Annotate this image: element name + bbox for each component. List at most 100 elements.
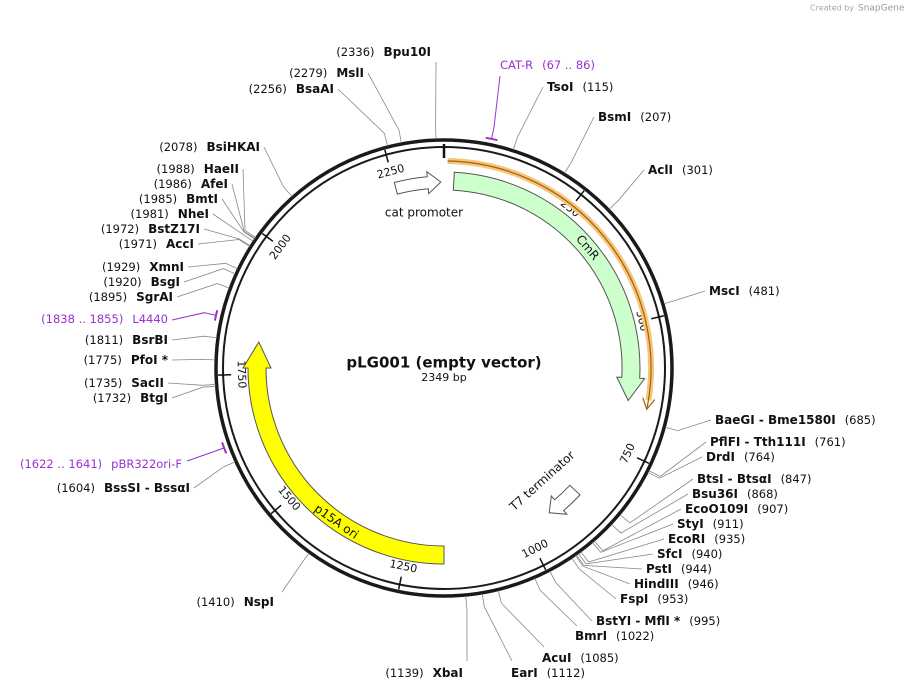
site-position: (685): [845, 413, 876, 427]
site-connector: [367, 72, 402, 144]
site-name: BsgI: [151, 275, 180, 289]
site-position: (2279): [289, 66, 327, 80]
site-position: (1139): [385, 666, 423, 680]
site-label: (1622 .. 1641) pBR322ori-F: [20, 457, 182, 471]
primer-connector: [491, 75, 501, 140]
site-name: XbaI: [433, 666, 463, 680]
site-label: (1971) AccI: [119, 237, 194, 251]
site-connector: [221, 198, 255, 240]
backbone-outer: [214, 138, 674, 598]
site-label: (1929) XmnI: [102, 260, 184, 274]
site-connector: [593, 508, 682, 552]
site-label: (1735) SacII: [84, 376, 164, 390]
site-label: DrdI (764): [706, 450, 775, 464]
site-label: (1985) BmtI: [139, 192, 218, 206]
site-position: (1811): [85, 333, 123, 347]
site-name: Bsu36I: [692, 487, 738, 501]
primer-connector: [171, 312, 217, 321]
site-label: Bsu36I (868): [692, 487, 778, 501]
site-position: (1112): [547, 666, 585, 680]
site-connector: [512, 86, 544, 150]
primer-name: CAT-R: [500, 58, 533, 72]
site-connector: [549, 570, 593, 622]
site-label: SfcI (940): [657, 547, 722, 561]
site-label: BsmI (207): [598, 110, 671, 124]
site-position: (1604): [57, 481, 95, 495]
site-position: (847): [781, 472, 812, 486]
primer-range: (1838 .. 1855): [41, 312, 123, 326]
site-position: (2336): [336, 45, 374, 59]
orange-track-head: [642, 397, 656, 411]
site-name: BsaAI: [296, 82, 334, 96]
site-connector: [576, 554, 643, 570]
site-connector: [575, 555, 631, 585]
site-connector: [481, 593, 513, 662]
site-label: (2256) BsaAI: [249, 82, 334, 96]
primer-name: pBR322ori-F: [111, 457, 182, 471]
site-position: (1022): [616, 629, 654, 643]
site-name: BsrBI: [132, 333, 168, 347]
site-connector: [281, 552, 310, 593]
site-name: BtsI - BtsαI: [697, 472, 772, 486]
site-position: (1929): [102, 260, 140, 274]
plasmid-name: pLG001 (empty vector): [346, 354, 541, 372]
site-connector: [171, 358, 216, 361]
site-connector: [242, 168, 256, 239]
site-position: (761): [815, 435, 846, 449]
site-name: NheI: [178, 207, 209, 221]
primer-name: L4440: [132, 312, 168, 326]
site-connector: [263, 146, 293, 197]
site-position: (953): [657, 592, 688, 606]
primer-range: (67 .. 86): [542, 58, 595, 72]
site-label: (1811) BsrBI: [85, 333, 168, 347]
primer-range: (1622 .. 1641): [20, 457, 102, 471]
site-label: BtsI - BtsαI (847): [697, 472, 812, 486]
site-position: (907): [757, 502, 788, 516]
site-position: (1735): [84, 376, 122, 390]
site-name: PflFI - Tth111I: [710, 435, 806, 449]
site-connector: [187, 262, 238, 270]
site-name: FspI: [620, 592, 648, 606]
tick-mark: [651, 315, 665, 320]
site-name: MscI: [709, 284, 740, 298]
site-position: (1410): [197, 595, 235, 609]
site-connector: [647, 456, 703, 479]
site-connector: [212, 213, 254, 242]
site-label: (2336) Bpu10I: [336, 45, 431, 59]
tick-mark: [539, 557, 547, 571]
site-connector: [497, 590, 545, 648]
site-connector: [231, 183, 256, 240]
feature-label: cat promoter: [385, 206, 463, 220]
tick-mark: [636, 457, 650, 464]
site-position: (115): [582, 80, 613, 94]
site-connector: [648, 441, 707, 477]
site-connector: [183, 268, 236, 283]
site-label: EcoRI (935): [668, 532, 745, 546]
site-label: (2279) MslI: [289, 66, 364, 80]
site-label: StyI (911): [677, 517, 744, 531]
primer-mark: [221, 441, 228, 454]
site-connector: [578, 553, 654, 565]
site-position: (764): [744, 450, 775, 464]
site-position: (207): [640, 110, 671, 124]
site-position: (2256): [249, 82, 287, 96]
site-name: HindIII: [634, 577, 679, 591]
site-position: (946): [688, 577, 719, 591]
tick-label: 1250: [388, 557, 418, 575]
site-label: (2078) BsiHKAI: [159, 140, 260, 154]
tick-mark: [270, 504, 282, 515]
site-position: (911): [713, 517, 744, 531]
site-name: BtgI: [140, 391, 168, 405]
site-name: SacII: [131, 376, 164, 390]
site-name: EcoRI: [668, 532, 705, 546]
site-connector: [176, 283, 230, 298]
site-connector: [663, 290, 706, 305]
feature-cat-promoter: [393, 170, 442, 195]
site-label: (1988) HaeII: [157, 162, 239, 176]
site-label: (1986) AfeI: [154, 177, 228, 191]
site-connector: [611, 493, 689, 534]
site-name: BmtI: [186, 192, 218, 206]
plasmid-length: 2349 bp: [421, 371, 466, 384]
site-connector: [171, 385, 216, 399]
